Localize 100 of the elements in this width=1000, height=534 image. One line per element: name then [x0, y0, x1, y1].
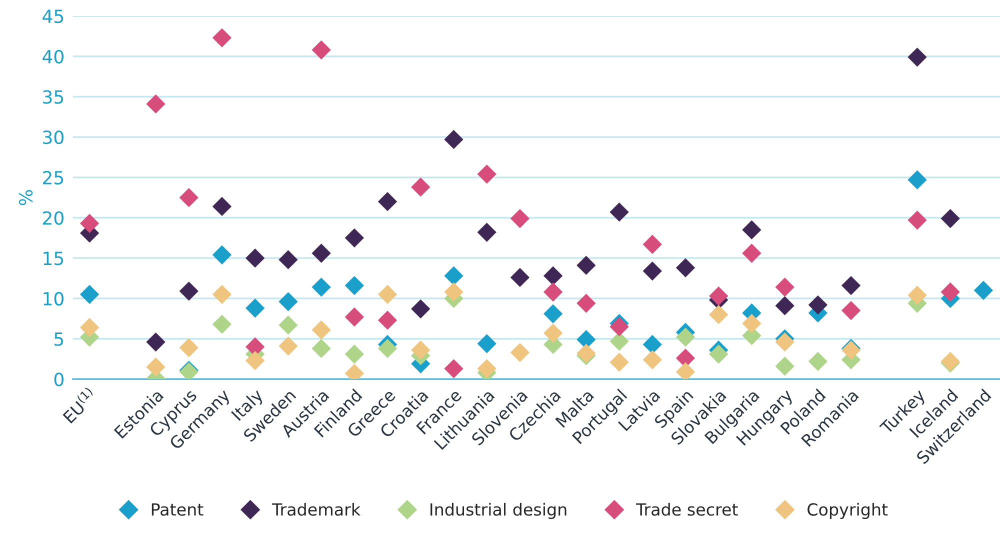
point — [212, 314, 232, 334]
point — [610, 352, 629, 372]
point — [344, 228, 364, 248]
legend-label: Industrial design — [430, 502, 566, 519]
point — [246, 351, 265, 370]
point — [477, 164, 496, 184]
point — [179, 338, 198, 358]
point — [908, 286, 927, 305]
point — [676, 362, 696, 380]
point — [444, 130, 464, 150]
point — [543, 266, 563, 286]
point — [80, 214, 100, 233]
y-tick-label: 25 — [43, 170, 64, 185]
point — [312, 40, 331, 60]
point — [344, 344, 364, 364]
point — [312, 244, 331, 263]
point — [610, 317, 629, 336]
y-tick-label: 0 — [54, 372, 64, 386]
point — [212, 196, 232, 216]
point — [510, 268, 530, 288]
y-tick-label: 10 — [44, 292, 64, 306]
point — [212, 284, 232, 304]
point — [908, 210, 927, 230]
point — [477, 222, 496, 242]
y-tick-label: 40 — [42, 50, 64, 64]
point — [576, 256, 596, 275]
point — [411, 299, 430, 319]
point — [444, 282, 464, 302]
y-tick-label: 20 — [43, 211, 64, 225]
point — [775, 332, 794, 352]
y-tick-label: 5 — [54, 332, 64, 346]
point — [543, 324, 563, 343]
y-tick-label: 30 — [43, 130, 64, 144]
point — [378, 338, 398, 358]
point — [576, 294, 596, 313]
point — [841, 300, 861, 320]
point — [378, 192, 398, 212]
point — [642, 350, 662, 370]
point — [543, 282, 563, 302]
point — [808, 352, 828, 371]
point — [709, 305, 728, 324]
point — [80, 318, 100, 338]
point — [775, 356, 794, 376]
point — [312, 338, 331, 358]
point — [411, 178, 430, 197]
point — [510, 342, 530, 362]
point — [278, 250, 298, 270]
point — [709, 344, 728, 364]
point — [808, 295, 828, 314]
point — [444, 266, 464, 286]
point — [278, 316, 298, 335]
point — [146, 94, 166, 114]
point — [312, 278, 331, 297]
point — [543, 304, 563, 324]
point — [378, 310, 398, 330]
point — [940, 282, 960, 302]
point — [477, 334, 496, 354]
point — [676, 258, 696, 278]
point — [378, 284, 398, 304]
y-tick-label: 45 — [42, 10, 64, 24]
point — [312, 320, 331, 340]
point — [841, 276, 861, 296]
point — [212, 28, 232, 48]
point — [278, 292, 298, 312]
point — [477, 359, 496, 378]
point — [709, 286, 728, 306]
point — [246, 298, 265, 318]
legend-label: Patent — [152, 503, 204, 516]
point — [642, 261, 662, 281]
point — [908, 170, 927, 190]
point — [80, 284, 100, 304]
point — [344, 307, 364, 327]
y-tick-label: 35 — [43, 90, 64, 104]
point — [742, 314, 762, 334]
point — [908, 48, 927, 67]
point — [642, 334, 662, 354]
point — [742, 220, 762, 240]
x-tick-label: EU$^{(1)}$ — [60, 386, 98, 424]
point — [212, 245, 232, 264]
y-tick-label: 15 — [44, 252, 64, 266]
legend-label: Trade secret — [636, 502, 738, 516]
point — [642, 234, 662, 254]
point — [742, 244, 762, 263]
legend-label: Trademark — [272, 502, 361, 516]
point — [775, 296, 794, 316]
point — [444, 359, 464, 378]
point — [344, 276, 364, 296]
point — [146, 357, 166, 377]
point — [278, 336, 298, 356]
point — [246, 248, 265, 268]
point — [179, 188, 198, 208]
legend-label: Copyright — [808, 502, 888, 519]
point — [974, 280, 994, 300]
point — [146, 332, 166, 352]
point — [179, 282, 198, 301]
y-axis-title: % — [18, 190, 33, 206]
point — [676, 328, 696, 347]
point — [510, 208, 530, 228]
point — [610, 202, 629, 222]
point — [411, 340, 430, 360]
